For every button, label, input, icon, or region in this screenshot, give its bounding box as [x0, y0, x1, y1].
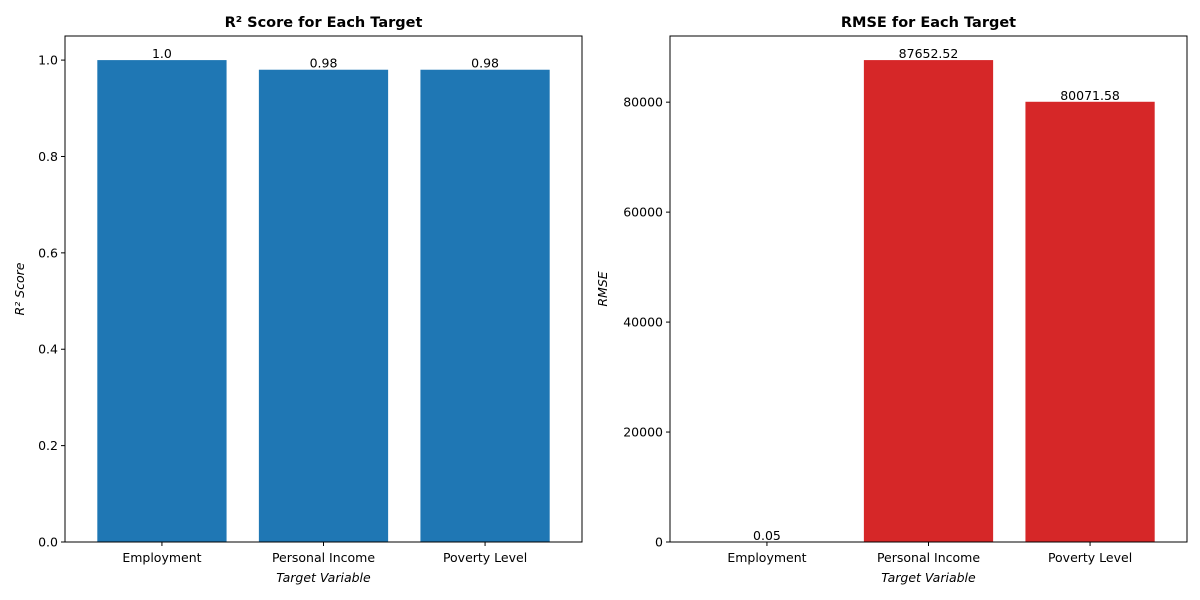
- r2-bar-value-label: 0.98: [471, 56, 499, 71]
- r2-chart: 0.0 0.2 0.4 0.6 0.8 1.0 Employment Personal In…: [12, 15, 583, 585]
- rmse-bars: [702, 60, 1155, 542]
- r2-y-tick-label: 1.0: [38, 53, 58, 68]
- rmse-chart: 0 20000 40000 60000 80000 Employment Personal…: [595, 15, 1188, 585]
- r2-bars: [97, 60, 550, 542]
- r2-bar: [420, 69, 550, 542]
- r2-y-tick-label: 0.2: [38, 438, 58, 453]
- r2-x-tick-label: Personal Income: [272, 550, 375, 565]
- rmse-y-tick-label: 80000: [623, 95, 663, 110]
- rmse-x-ticks: Employment Personal Income Poverty Level: [727, 542, 1132, 565]
- r2-x-axis-label: Target Variable: [276, 570, 371, 585]
- r2-x-tick-label: Poverty Level: [443, 550, 527, 565]
- rmse-bar-value-label: 87652.52: [899, 46, 959, 61]
- rmse-y-tick-label: 60000: [623, 205, 663, 220]
- r2-y-tick-label: 0.8: [38, 149, 58, 164]
- r2-bar: [97, 60, 227, 542]
- r2-y-tick-label: 0.0: [38, 535, 58, 550]
- rmse-x-tick-label: Poverty Level: [1048, 550, 1132, 565]
- rmse-y-ticks: 0 20000 40000 60000 80000: [623, 95, 670, 550]
- rmse-x-tick-label: Employment: [727, 550, 806, 565]
- r2-bar-value-label: 0.98: [310, 56, 338, 71]
- rmse-y-axis-label: RMSE: [595, 271, 610, 306]
- r2-y-tick-label: 0.6: [38, 245, 58, 260]
- rmse-bar: [863, 60, 994, 542]
- r2-x-ticks: Employment Personal Income Poverty Level: [122, 542, 527, 565]
- r2-chart-title: R² Score for Each Target: [225, 15, 423, 31]
- r2-y-tick-label: 0.4: [38, 342, 58, 357]
- rmse-x-axis-label: Target Variable: [881, 570, 976, 585]
- r2-y-ticks: 0.0 0.2 0.4 0.6 0.8 1.0: [38, 53, 65, 550]
- r2-x-tick-label: Employment: [122, 550, 201, 565]
- rmse-y-tick-label: 20000: [623, 425, 663, 440]
- rmse-bar-value-label: 80071.58: [1060, 88, 1120, 103]
- rmse-x-tick-label: Personal Income: [877, 550, 980, 565]
- r2-y-axis-label: R² Score: [12, 262, 27, 315]
- r2-bar: [258, 69, 389, 542]
- rmse-chart-title: RMSE for Each Target: [841, 15, 1016, 31]
- rmse-bar-value-label: 0.05: [753, 528, 781, 543]
- rmse-bar-labels: 0.05 87652.52 80071.58: [753, 46, 1120, 543]
- r2-bar-value-label: 1.0: [152, 46, 172, 61]
- r2-bar-labels: 1.0 0.98 0.98: [152, 46, 499, 71]
- rmse-bar: [1025, 101, 1155, 542]
- rmse-y-tick-label: 40000: [623, 315, 663, 330]
- rmse-y-tick-label: 0: [655, 535, 663, 550]
